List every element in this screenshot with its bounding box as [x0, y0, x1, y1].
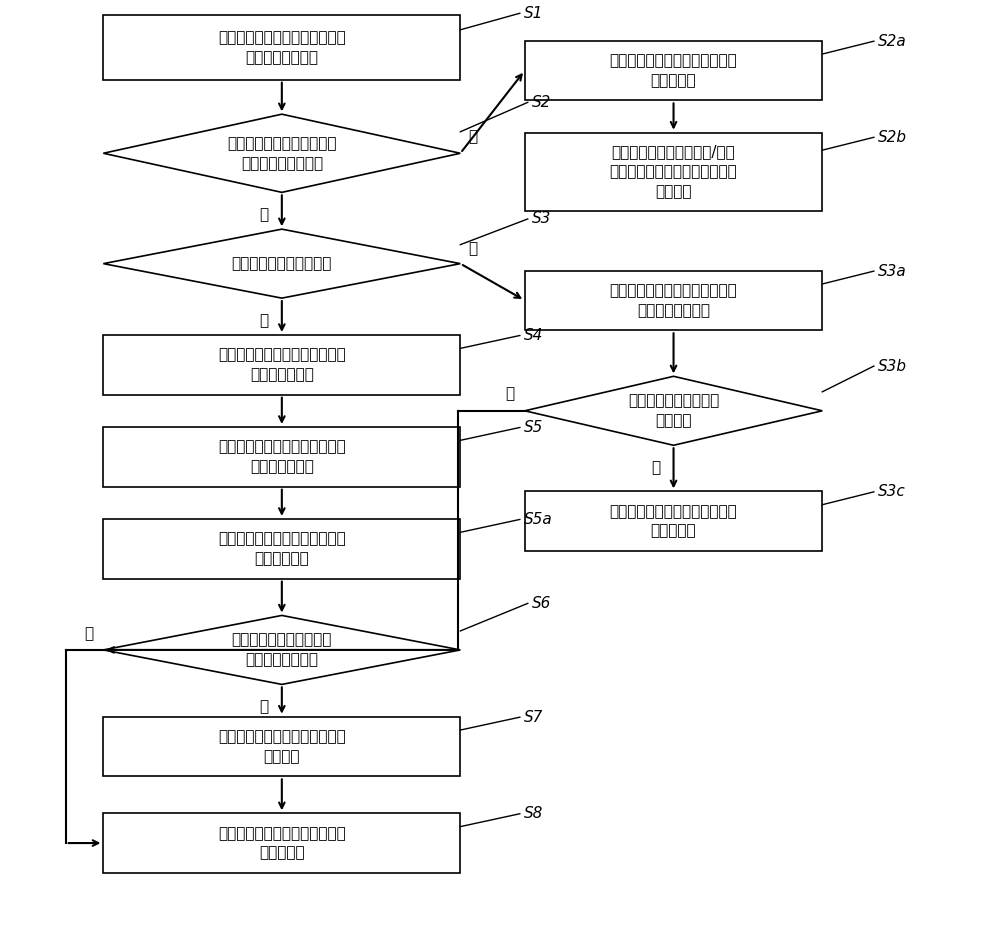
Text: 否: 否 [468, 241, 477, 257]
Text: S2b: S2b [878, 130, 907, 145]
Text: 判断用户是否同意更换
手机号码: 判断用户是否同意更换 手机号码 [628, 393, 719, 428]
Text: 接收机构服务系统发送的旧手机
号码和新手机号码: 接收机构服务系统发送的旧手机 号码和新手机号码 [218, 30, 346, 65]
Text: 向新手机号的移动终端和/或旧
手机号的移动终端发送号码更换
提示信息: 向新手机号的移动终端和/或旧 手机号的移动终端发送号码更换 提示信息 [610, 144, 737, 199]
FancyBboxPatch shape [103, 335, 460, 394]
Text: 判断用户指纹信息与机主
指纹信息是否匹配: 判断用户指纹信息与机主 指纹信息是否匹配 [232, 632, 332, 668]
FancyBboxPatch shape [103, 427, 460, 486]
Text: 是: 是 [259, 699, 269, 714]
Text: 向机构服务系统反馈手机号验证
通过信息: 向机构服务系统反馈手机号验证 通过信息 [218, 729, 346, 764]
Polygon shape [103, 114, 460, 193]
Text: 是: 是 [506, 387, 515, 402]
Text: S3: S3 [532, 211, 551, 226]
Text: S2: S2 [532, 95, 551, 110]
FancyBboxPatch shape [525, 491, 822, 551]
Text: 否: 否 [468, 129, 477, 144]
Text: S4: S4 [524, 328, 543, 343]
Text: 向旧手机号码的移动终端发送手
机号更换验证短信: 向旧手机号码的移动终端发送手 机号更换验证短信 [610, 283, 737, 318]
FancyBboxPatch shape [103, 519, 460, 578]
Text: S5: S5 [524, 420, 543, 435]
Text: 向机构服务系统反馈手机号验证
不通过信息: 向机构服务系统反馈手机号验证 不通过信息 [218, 826, 346, 860]
Text: 判断旧手机号码和新手机号
码是否属于同一用户: 判断旧手机号码和新手机号 码是否属于同一用户 [227, 136, 337, 171]
Text: 向新手机号码的移动终端发送指
纹验证请求信息: 向新手机号码的移动终端发送指 纹验证请求信息 [218, 348, 346, 382]
Text: S5a: S5a [524, 512, 553, 527]
Text: 是: 是 [259, 312, 269, 328]
Text: 否: 否 [651, 460, 660, 475]
FancyBboxPatch shape [103, 813, 460, 873]
FancyBboxPatch shape [103, 717, 460, 777]
FancyBboxPatch shape [525, 41, 822, 100]
FancyBboxPatch shape [525, 271, 822, 330]
Text: 否: 否 [84, 626, 93, 641]
Text: 向机构服务系统反馈手机号验证
不通过信息: 向机构服务系统反馈手机号验证 不通过信息 [610, 504, 737, 538]
Text: S6: S6 [532, 596, 551, 611]
Text: 将加密的用户指纹信息采用第二
密钥进行解密: 将加密的用户指纹信息采用第二 密钥进行解密 [218, 531, 346, 566]
Text: 向机构服务系统反馈手机号验证
不通过信息: 向机构服务系统反馈手机号验证 不通过信息 [610, 53, 737, 88]
Text: S3b: S3b [878, 359, 907, 374]
Text: 是: 是 [259, 207, 269, 222]
Text: S3a: S3a [878, 263, 907, 279]
Polygon shape [525, 377, 822, 445]
Text: S3c: S3c [878, 485, 906, 499]
FancyBboxPatch shape [525, 133, 822, 211]
Text: S2a: S2a [878, 33, 907, 48]
Polygon shape [103, 616, 460, 684]
Text: S1: S1 [524, 6, 543, 20]
Polygon shape [103, 229, 460, 299]
Text: S7: S7 [524, 710, 543, 724]
Text: S8: S8 [524, 806, 543, 821]
FancyBboxPatch shape [103, 15, 460, 80]
Text: 接收新手机号码的移动终端反馈
的用户指纹信息: 接收新手机号码的移动终端反馈 的用户指纹信息 [218, 439, 346, 474]
Text: 检测旧手机号码是否停用: 检测旧手机号码是否停用 [232, 256, 332, 272]
